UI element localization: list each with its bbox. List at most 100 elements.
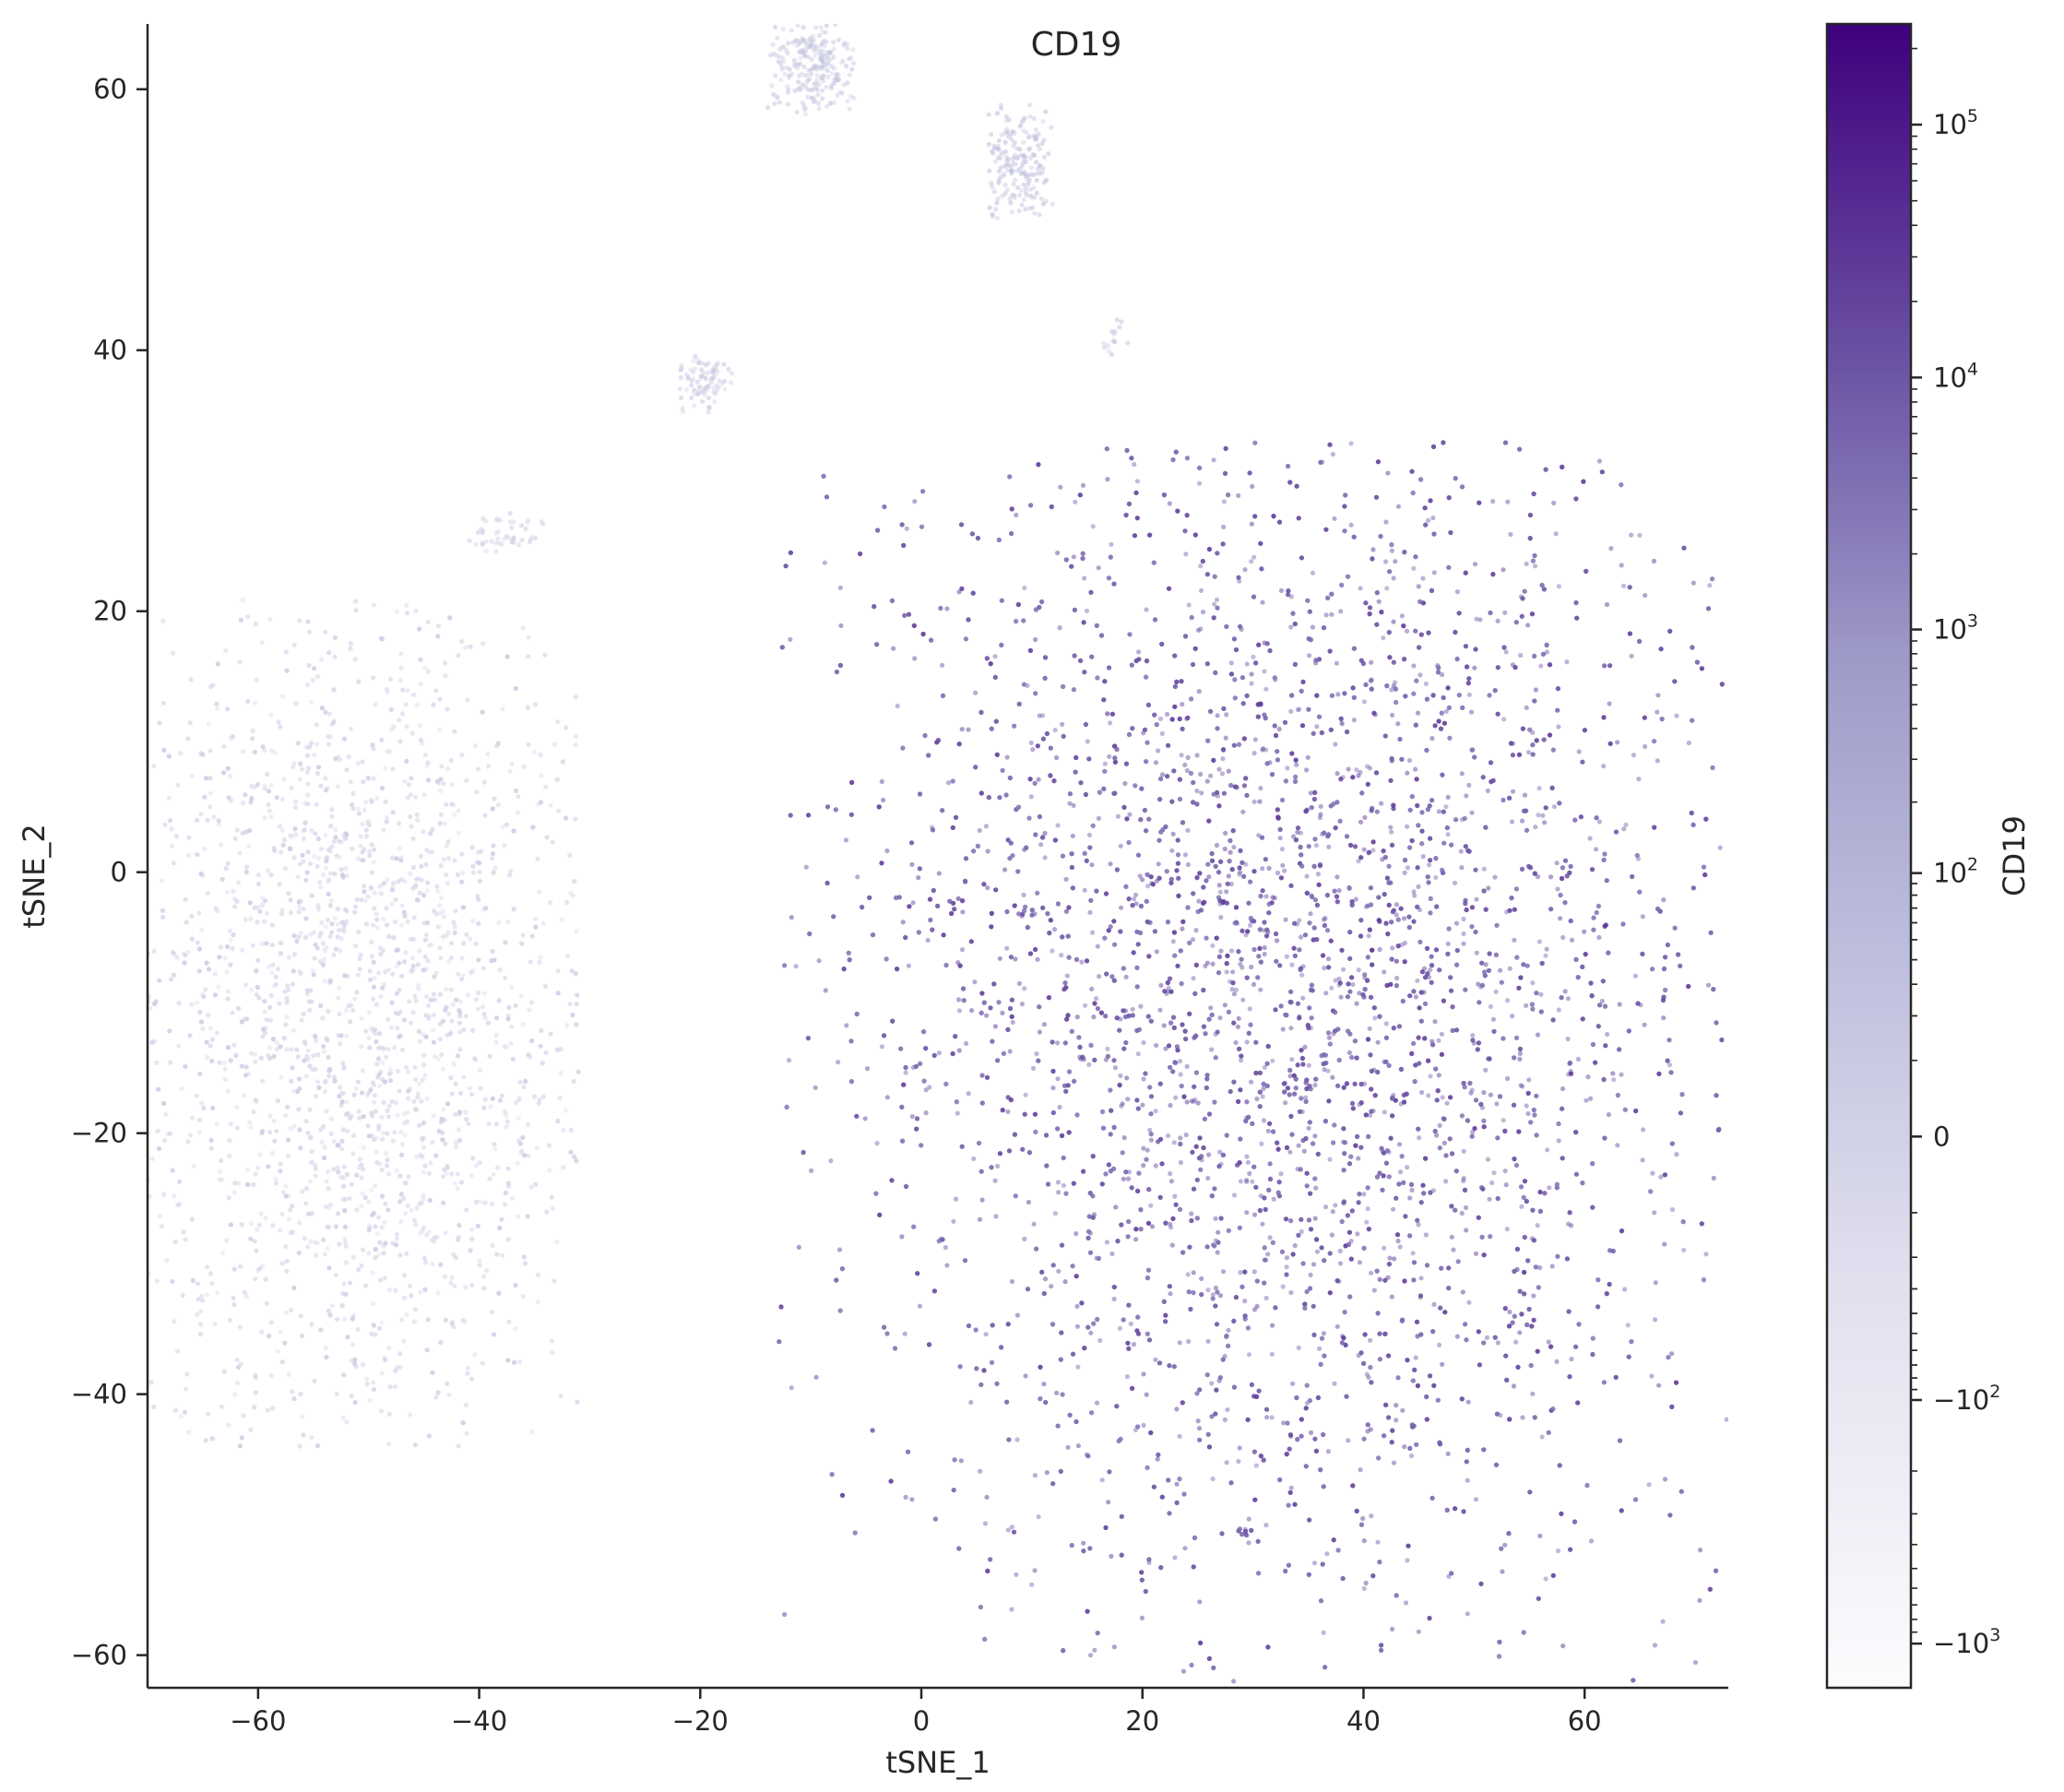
scatter-point [966,1091,971,1097]
scatter-point [1569,937,1575,943]
scatter-point [1263,894,1269,899]
scatter-point [1436,1038,1441,1043]
scatter-point [1039,713,1046,718]
scatter-point [1662,1477,1668,1482]
scatter-point [1109,541,1114,547]
scatter-point [1397,1142,1403,1147]
scatter-point [1057,625,1062,631]
scatter-point [1335,692,1341,697]
scatter-point [1350,981,1356,987]
scatter-point [982,1521,989,1526]
scatter-point [1071,554,1076,560]
scatter-point [1237,872,1242,877]
scatter-point [1263,1523,1269,1528]
scatter-point [1108,720,1113,726]
scatter-point [1453,920,1460,926]
scatter-point [1292,1242,1298,1249]
scatter-point [1375,1039,1381,1045]
scatter-point [1036,777,1041,782]
scatter-point [1236,1015,1241,1021]
scatter-point [1034,1051,1039,1057]
scatter-point [1388,825,1394,830]
scatter-point [992,654,998,659]
scatter-point [1437,1122,1442,1128]
scatter-point [1191,976,1196,981]
scatter-point [1251,1212,1258,1217]
scatter-point [1669,1351,1675,1357]
scatter-point [1323,991,1329,996]
scatter-point [1405,865,1410,871]
scatter-point [1311,1262,1317,1267]
scatter-point [1315,872,1321,877]
scatter-point [944,606,950,611]
scatter-point [1330,1209,1335,1215]
scatter-point [1518,1083,1524,1088]
scatter-point [1333,742,1338,747]
scatter-point [1483,962,1489,967]
scatter-point [1270,1323,1275,1328]
scatter-point [1538,991,1544,997]
scatter-point [1461,931,1466,937]
scatter-point [1228,882,1234,887]
scatter-point [1333,1203,1338,1208]
scatter-point [956,1008,962,1014]
scatter-point [1168,1179,1174,1184]
scatter-point [1361,1538,1367,1544]
scatter-point [1398,1169,1404,1175]
scatter-point [1517,1056,1523,1062]
scatter-point [836,1247,843,1252]
scatter-point [1224,712,1229,718]
scatter-point [1180,1668,1186,1674]
scatter-point [1085,739,1090,744]
scatter-point [1156,861,1161,867]
scatter-point [1415,978,1420,983]
scatter-point [1251,1269,1257,1275]
scatter-point [1339,721,1345,727]
scatter-point [1023,1092,1028,1098]
scatter-point [1369,1513,1374,1519]
scatter-point [1330,1074,1335,1080]
scatter-point [1393,559,1398,564]
scatter-point [1395,721,1401,727]
scatter-point [1184,1099,1190,1105]
scatter-point [1074,1015,1080,1020]
scatter-point [1247,1170,1252,1177]
scatter-point [1461,941,1466,946]
scatter-point [1334,1323,1340,1329]
scatter-point [1223,830,1228,837]
scatter-point [1560,1644,1566,1649]
scatter-point [1172,1555,1178,1561]
scatter-point [1094,995,1099,1002]
scatter-point [1074,1303,1080,1309]
scatter-point [1519,1204,1524,1209]
scatter-point [1228,849,1233,855]
scatter-point [1231,1193,1238,1198]
scatter-point [1596,934,1602,941]
scatter-point [900,920,906,925]
scatter-point [1280,862,1286,868]
scatter-point [1206,874,1212,880]
scatter-point [1263,1295,1269,1301]
scatter-point [1440,1361,1445,1367]
scatter-point [1338,609,1344,614]
scatter-point [984,1494,990,1500]
scatter-point [1106,1500,1111,1505]
scatter-point [1686,740,1691,746]
scatter-point [1430,515,1436,521]
scatter-point [1153,760,1159,765]
scatter-point [1282,868,1287,873]
scatter-point [1177,1433,1182,1439]
scatter-point [1137,873,1143,879]
scatter-point [1649,1373,1655,1379]
scatter-point [1346,1438,1351,1443]
scatter-point [1131,1342,1137,1347]
scatter-point [1263,686,1269,692]
scatter-point [1304,767,1310,773]
scatter-point [1485,1157,1491,1162]
scatter-point [1071,802,1076,809]
scatter-point [1338,994,1344,1000]
scatter-point [813,1085,818,1090]
scatter-point [1109,1251,1115,1257]
scatter-point [1088,1330,1094,1335]
scatter-point [879,778,884,785]
